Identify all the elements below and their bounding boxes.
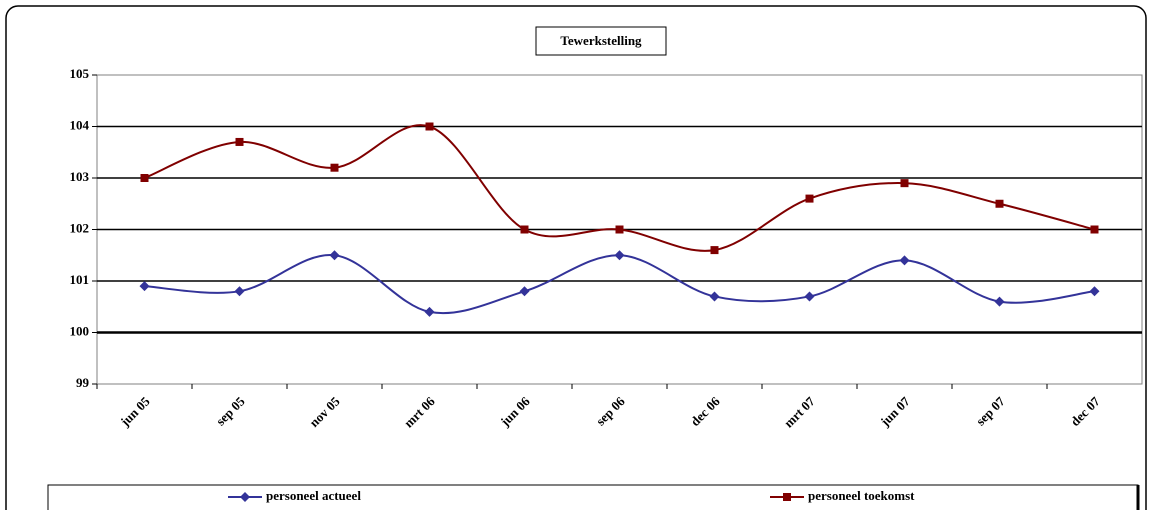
marker xyxy=(234,286,245,297)
marker xyxy=(235,137,244,146)
marker xyxy=(240,492,250,502)
marker xyxy=(994,296,1005,307)
marker xyxy=(1090,225,1099,234)
marker xyxy=(139,281,150,292)
marker xyxy=(1089,286,1100,297)
title-box xyxy=(535,26,667,56)
marker xyxy=(140,174,149,182)
legend-box xyxy=(47,484,1139,510)
marker xyxy=(710,246,719,255)
y-tick-label: 101 xyxy=(70,272,90,287)
marker xyxy=(899,255,910,266)
marker xyxy=(424,306,435,317)
marker xyxy=(900,179,909,188)
marker xyxy=(805,194,814,203)
marker xyxy=(425,122,434,131)
y-tick-label: 103 xyxy=(70,169,90,184)
marker xyxy=(329,250,340,261)
marker xyxy=(614,250,625,261)
legend-label: personeel actueel xyxy=(266,488,361,503)
y-tick-label: 99 xyxy=(76,375,90,390)
marker xyxy=(330,163,339,172)
marker xyxy=(804,291,815,302)
marker xyxy=(709,291,720,302)
marker xyxy=(519,286,530,297)
marker xyxy=(783,493,791,501)
y-tick-label: 102 xyxy=(70,220,90,235)
legend-label: personeel toekomst xyxy=(808,488,915,503)
marker xyxy=(520,225,529,234)
chart-title: Tewerkstelling xyxy=(560,33,642,48)
y-tick-label: 100 xyxy=(70,323,90,338)
y-tick-label: 105 xyxy=(70,66,90,81)
marker xyxy=(995,199,1004,208)
marker xyxy=(615,225,624,234)
y-tick-label: 104 xyxy=(70,117,90,132)
line xyxy=(144,124,1095,252)
